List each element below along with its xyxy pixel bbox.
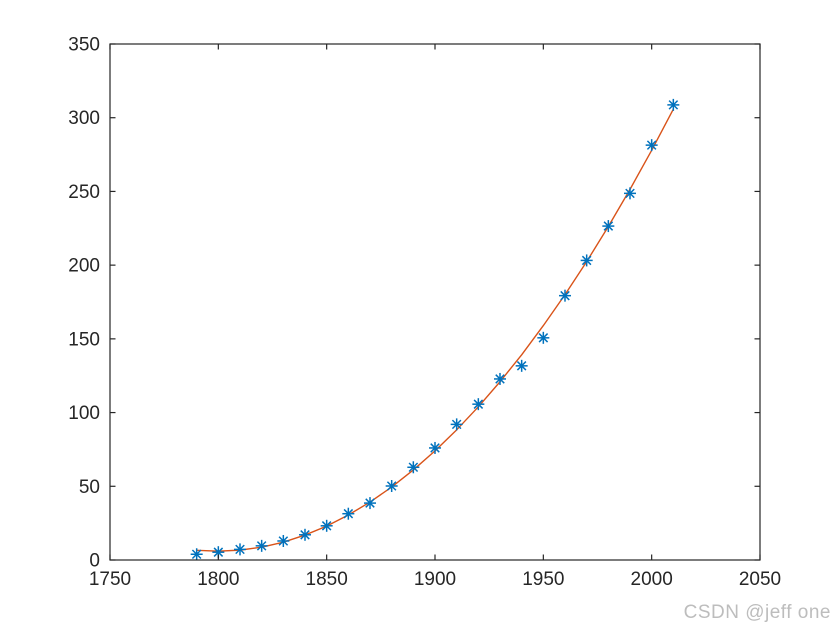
y-tick-label: 300 [68,108,100,129]
data-point-marker [494,372,506,385]
y-tick-label: 100 [68,403,100,424]
x-tick-label: 1900 [414,569,456,590]
x-tick-label: 2050 [739,569,781,590]
data-point-marker [580,254,593,267]
asterisk-stroke [235,544,245,555]
asterisk-stroke [386,481,397,491]
asterisk-stroke [668,100,679,110]
asterisk-stroke [538,333,549,343]
data-point-marker [342,507,355,520]
asterisk-stroke [603,221,614,231]
data-point-marker [277,534,290,547]
data-point-marker [212,546,225,559]
asterisk-stroke [646,140,657,150]
data-point-marker [472,398,485,411]
axes-box [109,43,761,561]
asterisk-stroke [408,462,419,473]
data-point-marker [645,139,658,152]
data-point-marker [559,289,571,302]
data-point-marker [255,539,268,552]
y-tick-label: 0 [89,551,100,572]
data-point-marker [190,548,203,561]
data-point-marker [450,418,463,431]
asterisk-stroke [451,419,462,430]
asterisk-stroke [256,541,267,551]
x-tick-label: 1800 [197,569,239,590]
csdn-watermark: CSDN @jeff one [683,602,831,623]
y-tick-label: 200 [68,256,100,277]
data-point-marker [299,528,311,541]
asterisk-stroke [278,536,289,546]
asterisk-stroke [321,521,332,531]
data-point-marker [537,331,550,344]
data-point-marker [407,461,420,474]
y-tick-label: 50 [79,477,100,498]
y-tick-label: 150 [68,329,100,350]
asterisk-stroke [473,399,484,409]
x-tick-label: 1950 [522,569,564,590]
asterisk-stroke [343,508,354,519]
y-tick-label: 350 [68,35,100,56]
data-point-marker [667,98,680,111]
data-point-marker [515,359,528,372]
data-point-marker [429,441,441,454]
fit-line [196,108,674,552]
data-point-marker [364,497,376,510]
asterisk-stroke [516,361,527,371]
asterisk-stroke [581,255,592,266]
x-tick-label: 1850 [306,569,348,590]
asterisk-stroke [495,374,505,384]
x-tick-label: 2000 [631,569,673,590]
asterisk-stroke [300,530,310,540]
asterisk-stroke [430,443,440,453]
asterisk-stroke [213,547,224,557]
data-point-marker [385,479,398,492]
asterisk-stroke [625,188,635,199]
data-point-marker [602,220,615,233]
data-point-marker [234,543,246,556]
asterisk-stroke [191,549,202,560]
x-tick-label: 1750 [89,569,131,590]
y-tick-label: 250 [68,182,100,203]
data-point-marker [320,519,333,532]
asterisk-stroke [560,290,570,301]
asterisk-stroke [365,498,375,508]
data-point-marker [624,187,636,200]
